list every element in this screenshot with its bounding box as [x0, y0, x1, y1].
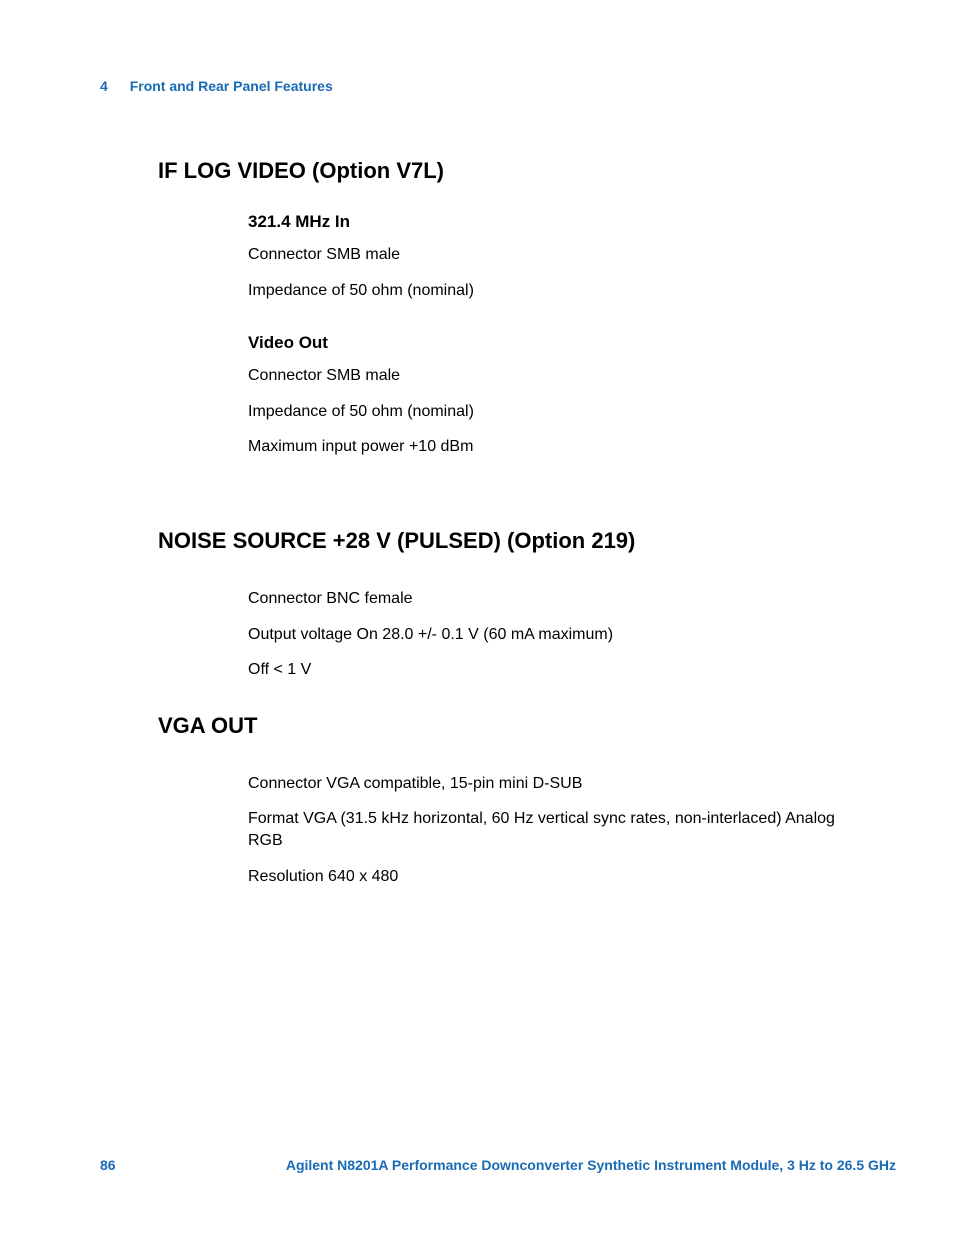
- spec-line: Impedance of 50 ohm (nominal): [248, 401, 854, 423]
- spec-line: Connector SMB male: [248, 365, 854, 387]
- spec-line: Impedance of 50 ohm (nominal): [248, 280, 854, 302]
- spec-line: Connector BNC female: [248, 588, 854, 610]
- spec-line: Off < 1 V: [248, 659, 854, 681]
- spec-line: Connector SMB male: [248, 244, 854, 266]
- document-title: Agilent N8201A Performance Downconverter…: [286, 1157, 896, 1173]
- page-footer: 86 Agilent N8201A Performance Downconver…: [100, 1157, 896, 1173]
- breadcrumb: 4 Front and Rear Panel Features: [100, 78, 854, 94]
- page-number: 86: [100, 1157, 116, 1173]
- section-heading-vga-out: VGA OUT: [158, 713, 854, 739]
- subsection-heading-321mhz: 321.4 MHz In: [248, 212, 854, 232]
- subsection-heading-video-out: Video Out: [248, 333, 854, 353]
- spec-line: Format VGA (31.5 kHz horizontal, 60 Hz v…: [248, 808, 854, 851]
- spec-line: Resolution 640 x 480: [248, 866, 854, 888]
- spec-line: Output voltage On 28.0 +/- 0.1 V (60 mA …: [248, 624, 854, 646]
- page-container: 4 Front and Rear Panel Features IF LOG V…: [0, 0, 954, 887]
- chapter-title: Front and Rear Panel Features: [130, 78, 333, 94]
- chapter-number: 4: [100, 78, 108, 94]
- section-heading-noise-source: NOISE SOURCE +28 V (PULSED) (Option 219): [158, 528, 854, 554]
- spec-line: Connector VGA compatible, 15-pin mini D-…: [248, 773, 854, 795]
- section-heading-if-log-video: IF LOG VIDEO (Option V7L): [158, 158, 854, 184]
- spec-line: Maximum input power +10 dBm: [248, 436, 854, 458]
